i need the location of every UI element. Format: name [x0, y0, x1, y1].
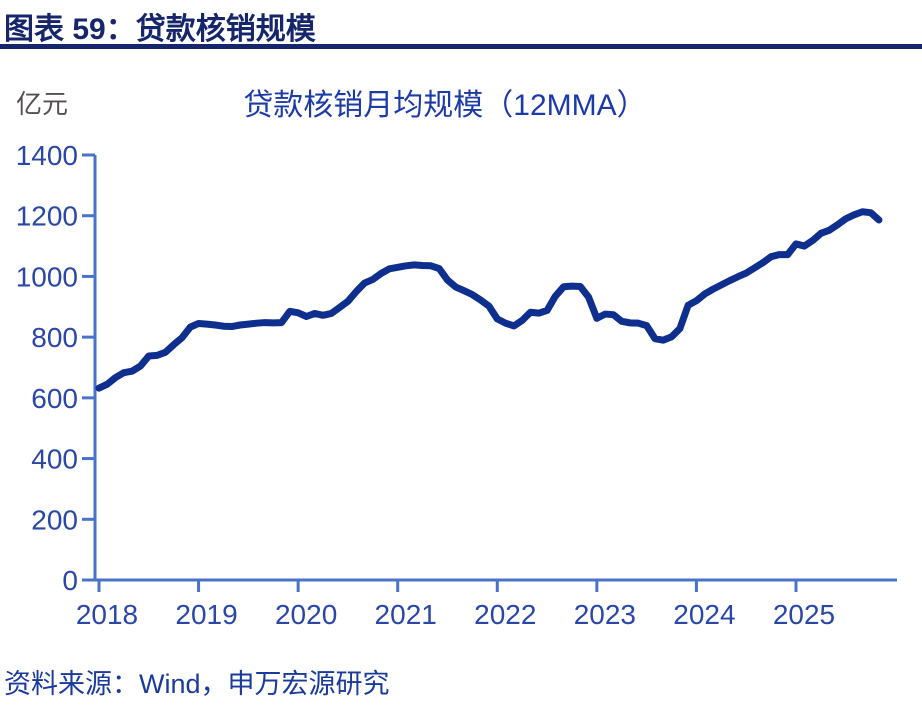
x-tick-label: 2025 — [773, 599, 835, 630]
chart-title: 贷款核销月均规模（12MMA） — [243, 89, 647, 122]
x-tick-label: 2018 — [76, 599, 138, 630]
x-tick-label: 2019 — [175, 599, 237, 630]
figure-header-title: 图表 59：贷款核销规模 — [4, 13, 316, 46]
y-tick-label: 600 — [31, 383, 78, 414]
y-tick-label: 1400 — [16, 140, 78, 171]
line-chart: 0 200 400 600 800 1000 1200 1400 2018 2019 2020 202… — [16, 140, 897, 630]
y-tick-label: 800 — [31, 322, 78, 353]
x-tick-label: 2021 — [375, 599, 437, 630]
x-tick-label: 2020 — [275, 599, 337, 630]
y-axis-unit-label: 亿元 — [16, 89, 69, 119]
x-tick-label: 2023 — [574, 599, 636, 630]
y-tick-label: 200 — [31, 504, 78, 535]
y-tick-label: 1000 — [16, 261, 78, 292]
y-tick-label: 400 — [31, 444, 78, 475]
x-tick-label: 2024 — [673, 599, 735, 630]
y-tick-label: 0 — [62, 565, 78, 596]
loan-writeoff-series-line — [95, 208, 883, 392]
source-note: 资料来源：Wind，申万宏源研究 — [4, 669, 390, 699]
y-tick-label: 1200 — [16, 201, 78, 232]
header-underline — [0, 44, 922, 49]
x-tick-label: 2022 — [474, 599, 536, 630]
